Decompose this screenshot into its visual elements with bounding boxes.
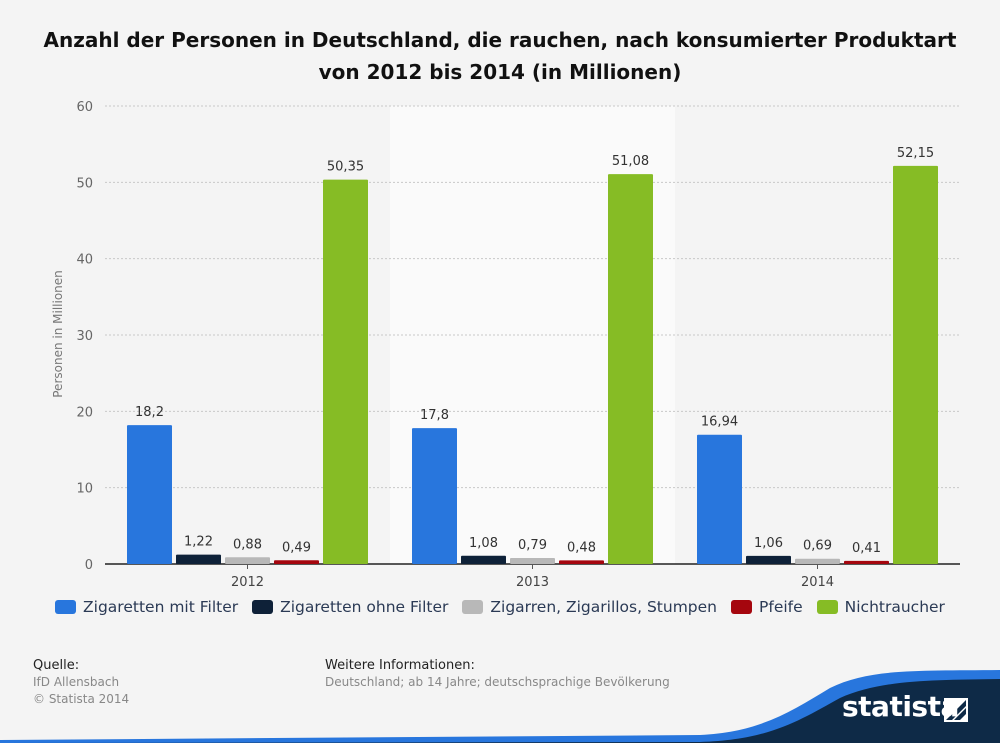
- data-label: 0,69: [803, 539, 832, 554]
- data-label: 17,8: [420, 408, 449, 423]
- data-label: 16,94: [701, 415, 738, 430]
- bar: [225, 557, 270, 564]
- bar: [746, 555, 791, 564]
- legend-swatch: [252, 600, 274, 614]
- source-line-2: © Statista 2014: [33, 692, 130, 706]
- data-label: 1,06: [754, 536, 783, 551]
- data-label: 18,2: [135, 405, 164, 420]
- bar: [844, 560, 889, 564]
- legend-swatch: [55, 600, 77, 614]
- y-axis-label: Personen in Millionen: [51, 270, 65, 398]
- data-label: 0,41: [852, 541, 881, 556]
- chart-title-line1: Anzahl der Personen in Deutschland, die …: [43, 28, 957, 52]
- bar: [176, 554, 221, 564]
- bar: [893, 165, 938, 564]
- legend-item[interactable]: Zigaretten mit Filter: [55, 598, 238, 616]
- legend-swatch: [731, 600, 753, 614]
- source-block: Quelle: IfD Allensbach © Statista 2014: [33, 657, 129, 708]
- info-text: Deutschland; ab 14 Jahre; deutschsprachi…: [325, 675, 670, 689]
- legend-item[interactable]: Zigarren, Zigarillos, Stumpen: [462, 598, 717, 616]
- info-block: Weitere Informationen: Deutschland; ab 1…: [325, 657, 670, 691]
- data-label: 0,88: [233, 537, 262, 552]
- legend-item[interactable]: Nichtraucher: [816, 598, 945, 616]
- y-tick-label: 50: [76, 176, 93, 191]
- data-label: 0,49: [282, 540, 311, 555]
- y-tick-label: 20: [76, 405, 93, 420]
- chart-title: Anzahl der Personen in Deutschland, die …: [0, 24, 1000, 88]
- data-label: 51,08: [612, 154, 649, 169]
- legend-label: Zigaretten mit Filter: [83, 598, 239, 616]
- x-tick-label: 2013: [516, 575, 549, 590]
- bar: [559, 560, 604, 564]
- legend-label: Nichtraucher: [844, 598, 945, 616]
- source-heading: Quelle:: [33, 658, 80, 673]
- chart-legend: Zigaretten mit Filter Zigaretten ohne Fil…: [0, 598, 1000, 616]
- legend-swatch: [816, 600, 838, 614]
- x-tick-label: 2012: [231, 575, 264, 590]
- bar: [127, 425, 172, 564]
- bar: [697, 434, 742, 564]
- bar: [412, 428, 457, 564]
- legend-label: Pfeife: [759, 598, 803, 616]
- data-label: 50,35: [327, 160, 364, 175]
- bar: [274, 560, 319, 564]
- legend-item[interactable]: Zigaretten ohne Filter: [252, 598, 448, 616]
- data-label: 0,79: [518, 538, 547, 553]
- data-label: 1,22: [184, 535, 213, 550]
- bar: [461, 555, 506, 564]
- y-tick-label: 10: [76, 482, 93, 497]
- data-label: 52,15: [897, 146, 934, 161]
- x-tick-label: 2014: [801, 575, 834, 590]
- y-tick-label: 60: [76, 100, 93, 115]
- legend-item[interactable]: Pfeife: [731, 598, 803, 616]
- bar: [510, 557, 555, 564]
- y-tick-label: 30: [76, 329, 93, 344]
- bar: [795, 558, 840, 564]
- statista-logo-text: statista: [842, 690, 959, 723]
- info-heading: Weitere Informationen:: [325, 658, 475, 673]
- legend-label: Zigaretten ohne Filter: [280, 598, 449, 616]
- data-label: 0,48: [567, 540, 596, 555]
- y-tick-label: 40: [76, 253, 93, 268]
- y-tick-label: 0: [85, 558, 93, 573]
- data-label: 1,08: [469, 536, 498, 551]
- brand-swoosh: [0, 679, 1000, 743]
- bar-chart: 0 10 20 30 40 50 60 18,2 1,22 0,88 0,49 50,35 17,8 1…: [51, 100, 960, 590]
- legend-swatch: [462, 600, 484, 614]
- chart-title-line2: von 2012 bis 2014 (in Millionen): [318, 60, 682, 84]
- source-line-1: IfD Allensbach: [33, 675, 120, 689]
- bar: [323, 179, 368, 564]
- statista-logo-icon: [944, 698, 968, 722]
- bar: [608, 174, 653, 564]
- legend-label: Zigarren, Zigarillos, Stumpen: [490, 598, 718, 616]
